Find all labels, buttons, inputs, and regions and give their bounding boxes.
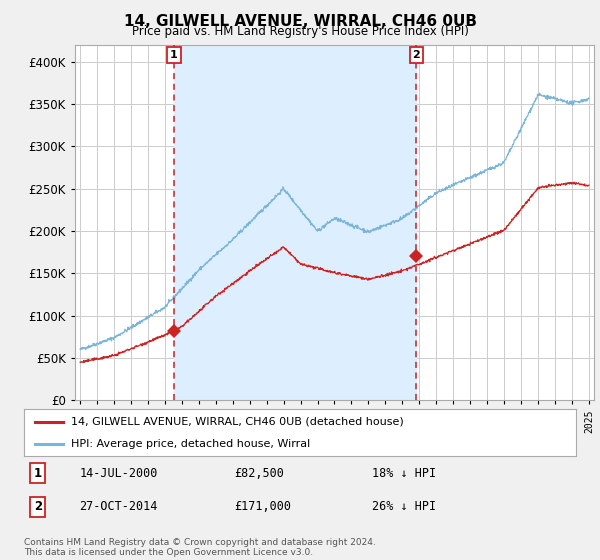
Text: Price paid vs. HM Land Registry's House Price Index (HPI): Price paid vs. HM Land Registry's House … (131, 25, 469, 38)
Text: 14, GILWELL AVENUE, WIRRAL, CH46 0UB (detached house): 14, GILWELL AVENUE, WIRRAL, CH46 0UB (de… (71, 417, 404, 427)
Bar (174, 45, 416, 400)
Text: 1: 1 (170, 50, 178, 60)
Text: 14-JUL-2000: 14-JUL-2000 (79, 466, 158, 480)
Text: 2: 2 (34, 500, 42, 514)
Text: 1: 1 (34, 466, 42, 480)
Text: 26% ↓ HPI: 26% ↓ HPI (372, 500, 436, 514)
Text: Contains HM Land Registry data © Crown copyright and database right 2024.
This d: Contains HM Land Registry data © Crown c… (24, 538, 376, 557)
Text: 14, GILWELL AVENUE, WIRRAL, CH46 0UB: 14, GILWELL AVENUE, WIRRAL, CH46 0UB (124, 14, 476, 29)
Text: £171,000: £171,000 (234, 500, 291, 514)
Text: 2: 2 (412, 50, 420, 60)
Text: £82,500: £82,500 (234, 466, 284, 480)
Text: HPI: Average price, detached house, Wirral: HPI: Average price, detached house, Wirr… (71, 438, 310, 449)
Text: 27-OCT-2014: 27-OCT-2014 (79, 500, 158, 514)
Text: 18% ↓ HPI: 18% ↓ HPI (372, 466, 436, 480)
